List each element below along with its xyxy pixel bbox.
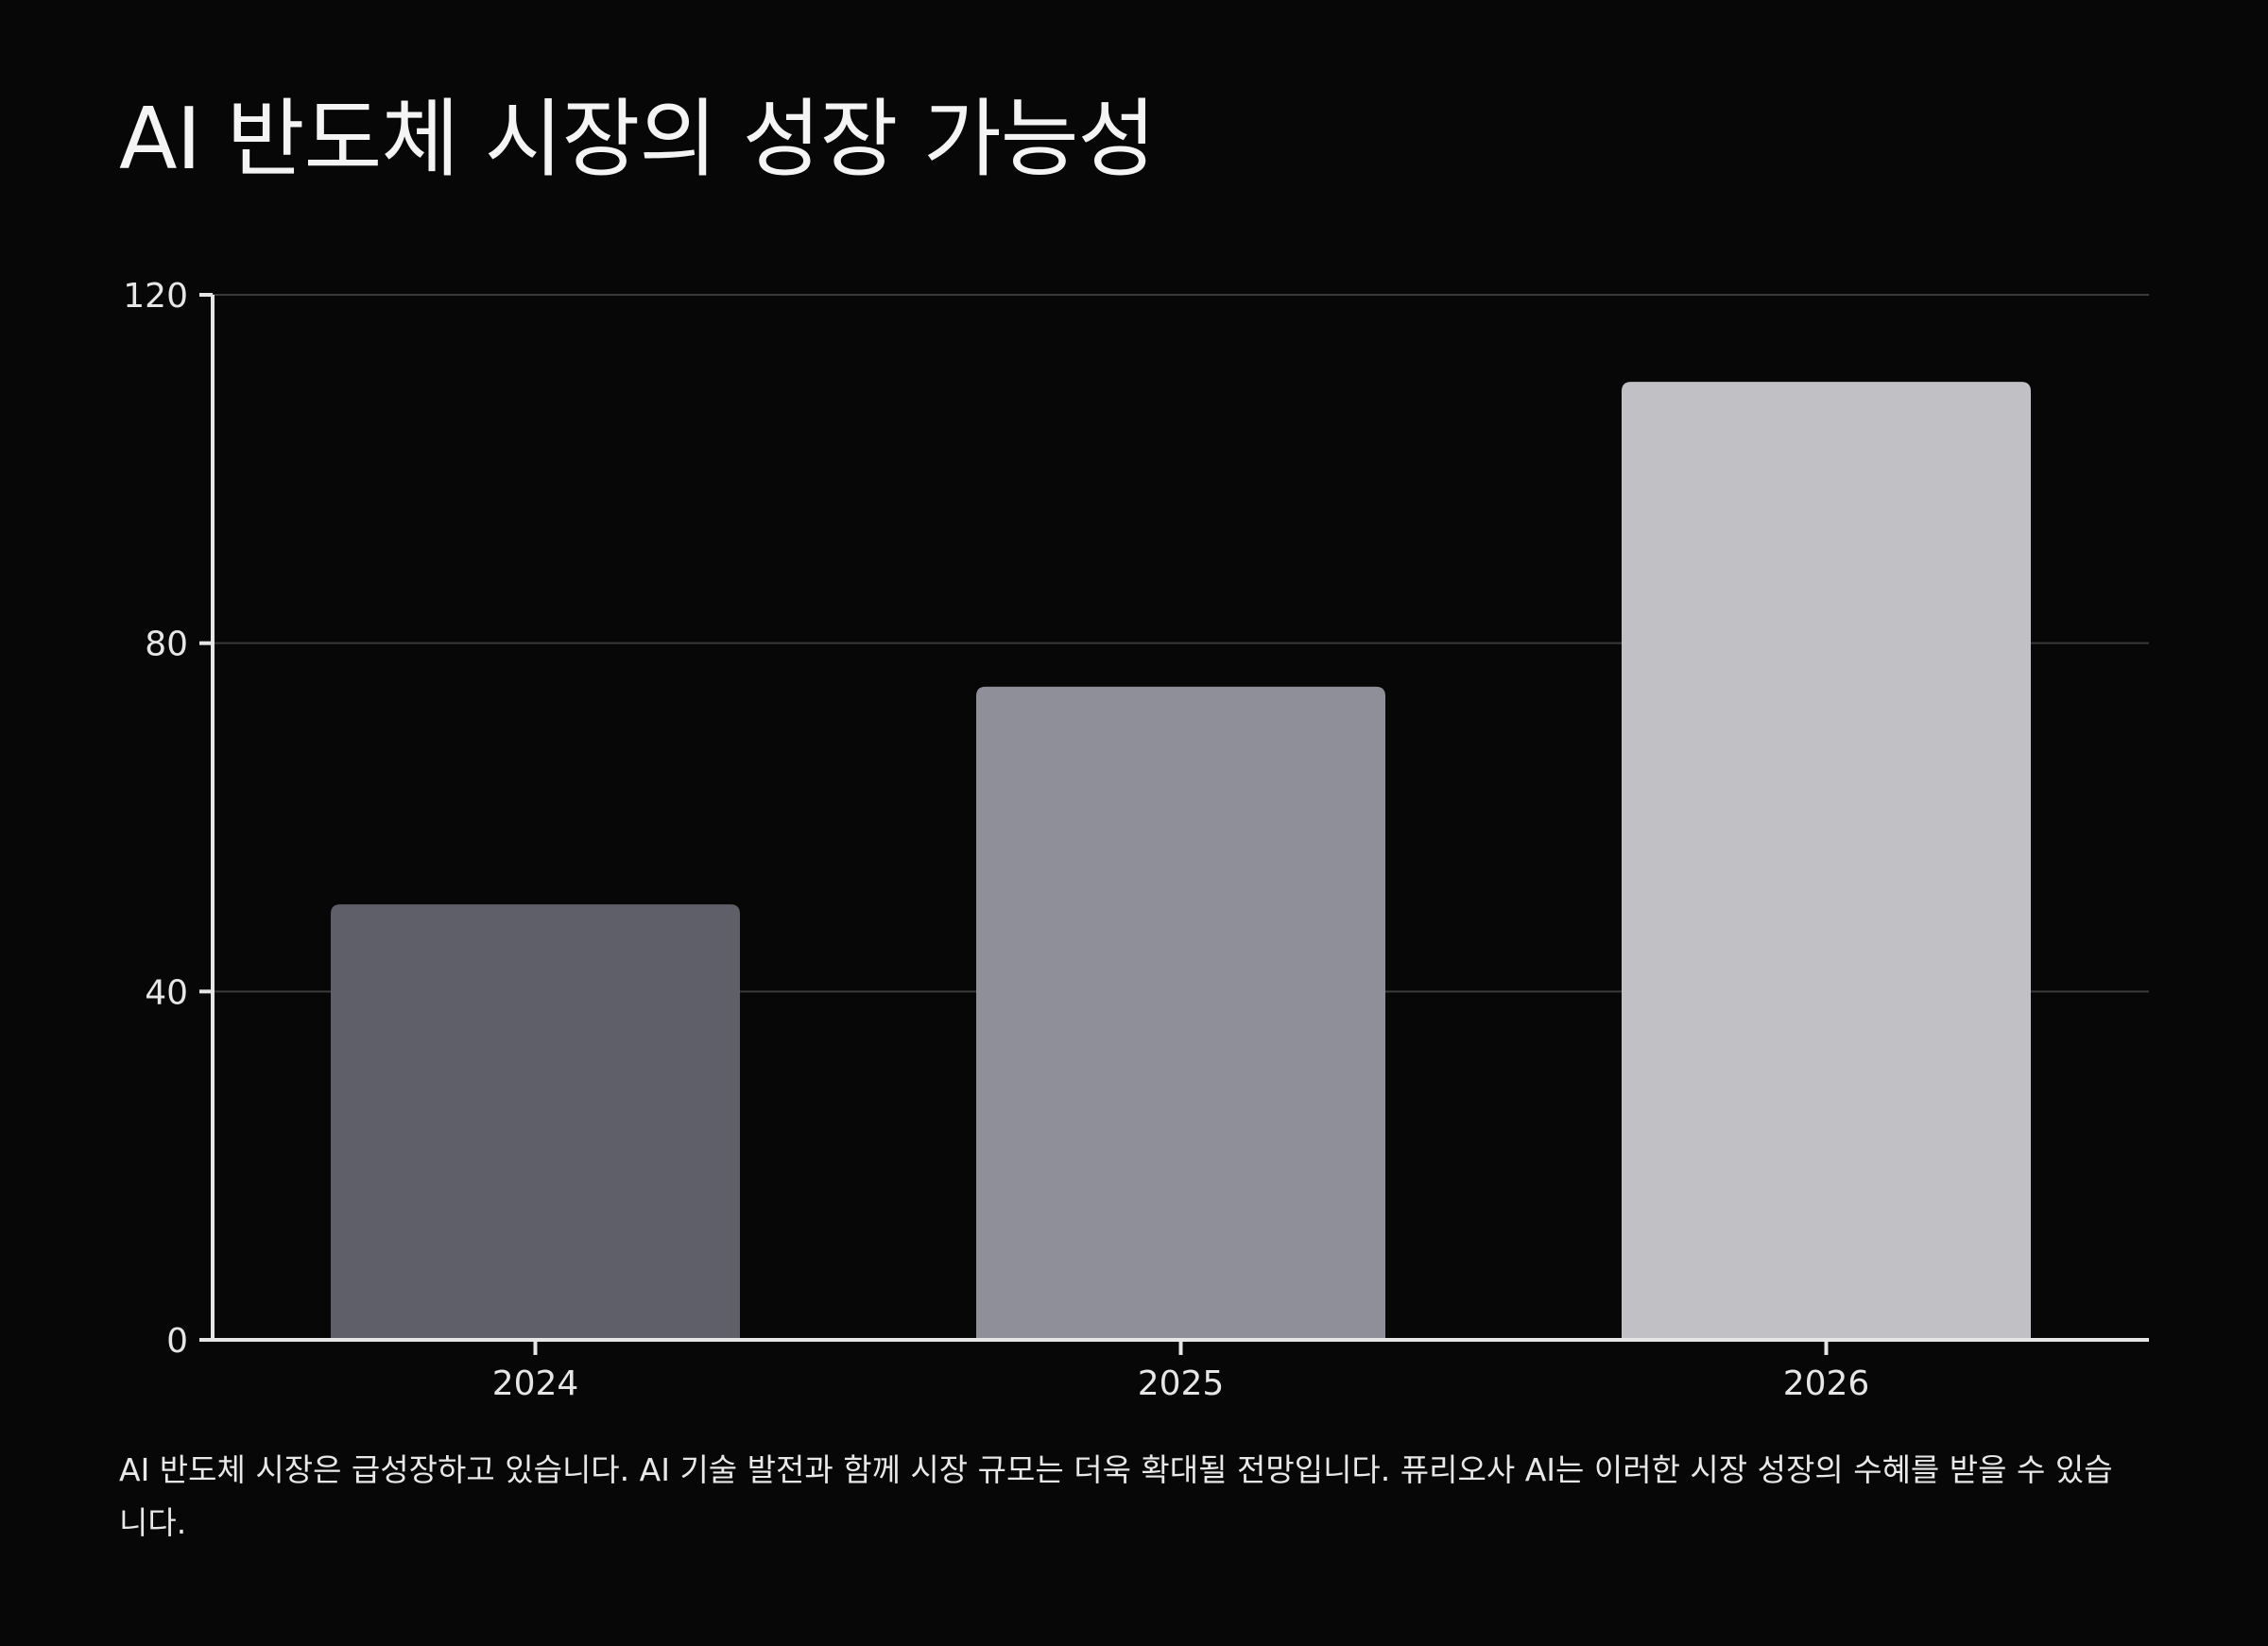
x-tick-label: 2025 xyxy=(1138,1364,1225,1403)
bar-2026 xyxy=(1622,382,2031,1341)
y-tick-label: 0 xyxy=(166,1322,188,1361)
bar-series xyxy=(331,382,2031,1341)
x-tick-label: 2026 xyxy=(1783,1364,1870,1403)
y-tick-label: 120 xyxy=(123,277,188,316)
bar-2025 xyxy=(976,686,1385,1340)
bar-2024 xyxy=(331,904,740,1340)
chart-caption: AI 반도체 시장은 급성장하고 있습니다. AI 기술 발전과 함께 시장 규… xyxy=(119,1451,2113,1541)
tick-labels: 0 40 80 120 2024 2025 2026 xyxy=(123,277,1869,1403)
y-tick-label: 40 xyxy=(145,973,188,1012)
y-tick-label: 80 xyxy=(145,626,188,664)
axes xyxy=(199,293,2149,1355)
x-tick-label: 2024 xyxy=(492,1364,579,1403)
page-title: AI 반도체 시장의 성장 가능성 xyxy=(119,90,1156,189)
